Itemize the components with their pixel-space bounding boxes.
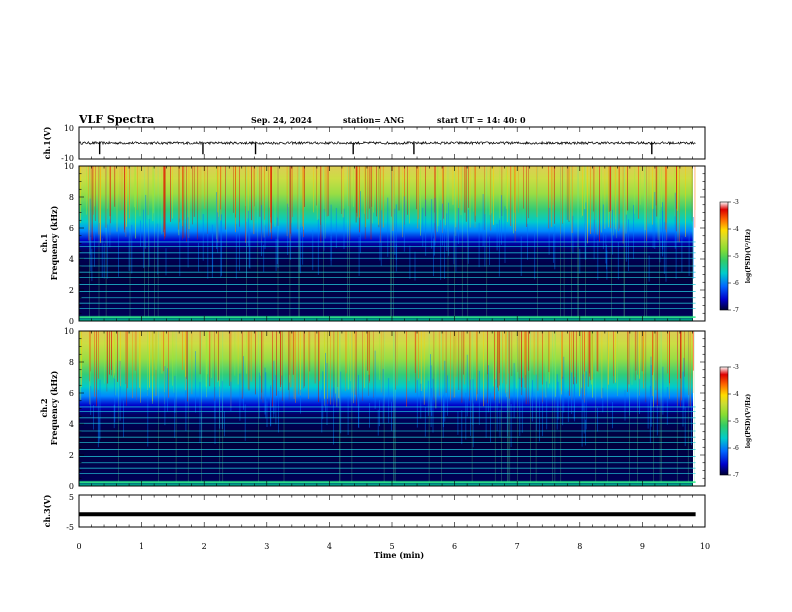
ch2-colorbar-label: log(PSD)(V²/Hz) [745,394,752,449]
x-tick-label: 0 [76,542,81,551]
x-tick-label: 1 [139,542,144,551]
spec1-ytick-label: 4 [69,255,74,264]
spec2-ytick-label: 10 [64,327,74,336]
colorbar-tick-label: -5 [733,418,739,425]
ch2-spec-ylabel-channel: ch.2 [39,398,49,417]
x-tick-label: 7 [515,542,520,551]
ch2-spec-ylabel-frequency: Frequency (kHz) [49,370,59,445]
ch1-ytick-bottom: -10 [61,154,74,163]
ch1-waveform-trace [78,140,696,146]
ch2-spectrogram-panel: 0 2 4 6 8 10 ch.2 Frequency (kHz) [39,327,706,491]
colorbar-tick-label: -6 [733,280,739,287]
spec1-ytick-label: 2 [69,286,74,295]
colorbar-tick-label: -7 [733,472,739,479]
ch1-colorbar: -3 -4 -5 -6 -7 log(PSD)(V²/Hz) [719,199,752,314]
ch3-ylabel: ch.3(V) [42,494,52,527]
colorbar-tick-label: -4 [733,226,739,233]
ch1-ylabel: ch.1(V) [42,126,52,159]
colorbar-tick-label: -7 [733,307,739,314]
x-tick-label: 8 [577,542,582,551]
spec2-ytick-label: 2 [69,451,74,460]
colorbar-tick-label: -6 [733,445,739,452]
spec2-ytick-label: 4 [69,420,74,429]
spec1-ytick-label: 10 [64,162,74,171]
ch2-colorbar: -3 -4 -5 -6 -7 log(PSD)(V²/Hz) [719,364,752,479]
figure-title: VLF Spectra [78,113,154,126]
ch1-waveform-panel: 10 -10 ch.1(V) [42,124,706,163]
x-axis-label: Time (min) [374,550,424,560]
ch3-ytick-bottom: -5 [66,523,74,532]
x-tick-label: 2 [202,542,207,551]
colorbar-tick-label: -4 [733,391,739,398]
header-station: station= ANG [343,115,404,125]
header-date: Sep. 24, 2024 [251,115,312,125]
spec1-ytick-label: 6 [69,224,74,233]
ch1-spectrogram-panel: 0 2 4 6 8 10 ch.1 Frequency (kHz) [39,162,706,326]
colorbar-tick-label: -3 [733,364,739,371]
ch1-ytick-top: 10 [64,124,74,133]
x-tick-label: 10 [700,542,710,551]
x-tick-label: 6 [452,542,457,551]
x-tick-label: 5 [389,542,394,551]
ch3-waveform-panel: 5 -5 ch.3(V) 0 1 2 3 4 5 6 7 8 9 10 Time (min) [42,493,710,560]
ch3-ytick-top: 5 [69,493,74,502]
header-start-time: start UT = 14: 40: 0 [437,115,526,125]
x-tick-label: 9 [640,542,645,551]
x-tick-label: 3 [264,542,269,551]
spec1-ytick-label: 0 [69,317,74,326]
x-tick-label: 4 [327,542,332,551]
spec1-ytick-label: 8 [69,193,74,202]
ch1-colorbar-label: log(PSD)(V²/Hz) [745,229,752,284]
spec2-ytick-label: 8 [69,358,74,367]
ch1-spec-ylabel-frequency: Frequency (kHz) [49,205,59,280]
colorbar-tick-label: -5 [733,253,739,260]
spec2-ytick-label: 6 [69,389,74,398]
spec2-ytick-label: 0 [69,482,74,491]
ch1-spec-ylabel-channel: ch.1 [39,233,49,252]
colorbar-tick-label: -3 [733,199,739,206]
